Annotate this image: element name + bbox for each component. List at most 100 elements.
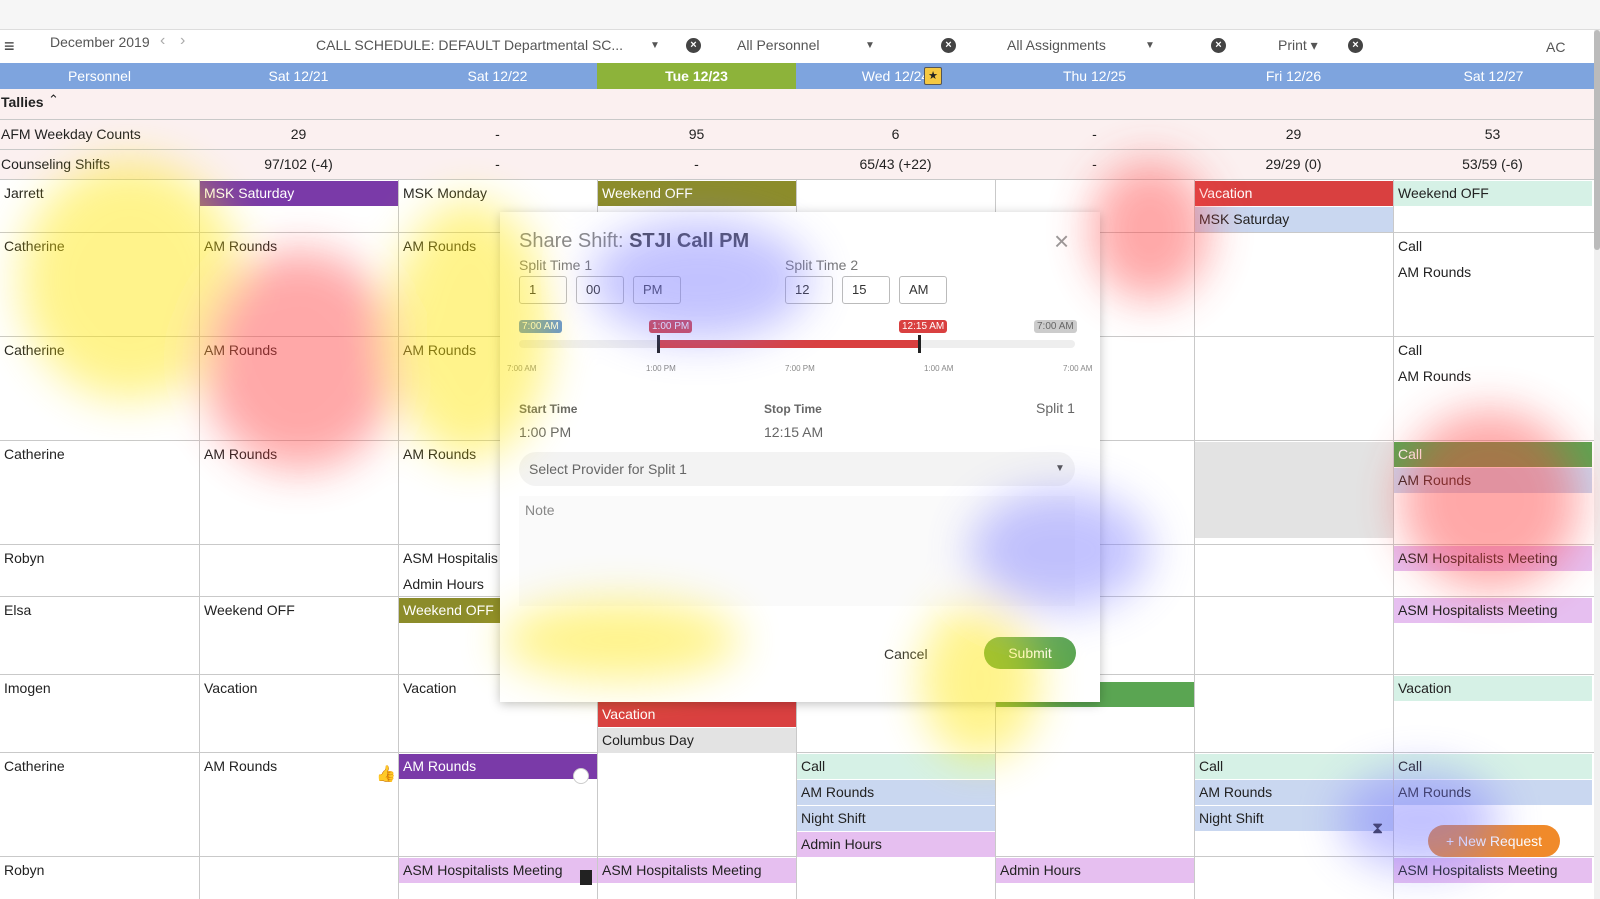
day-column-header[interactable]: Tue 12/23 bbox=[597, 63, 796, 89]
thumbs-up-icon[interactable]: 👍 bbox=[376, 766, 396, 783]
split2-hour-input[interactable]: 12 bbox=[785, 276, 833, 304]
shift-chip[interactable]: Call bbox=[797, 754, 995, 779]
person-name[interactable]: Catherine bbox=[4, 342, 65, 358]
tallies-header[interactable]: Tallies ⌃ bbox=[0, 89, 1594, 119]
shift-chip[interactable]: Vacation bbox=[1394, 676, 1592, 701]
close-icon[interactable]: × bbox=[1054, 226, 1070, 256]
shift-chip[interactable]: Vacation bbox=[403, 680, 457, 696]
person-name[interactable]: Catherine bbox=[4, 238, 65, 254]
shift-chip[interactable]: Weekend OFF bbox=[204, 602, 295, 618]
shift-chip[interactable]: Call bbox=[1195, 754, 1393, 779]
chevron-up-icon[interactable]: ⌃ bbox=[48, 92, 59, 107]
clear-schedule-icon[interactable]: × bbox=[686, 38, 701, 53]
personnel-column-header[interactable]: Personnel bbox=[0, 63, 199, 89]
day-column-header[interactable]: Thu 12/25 bbox=[995, 63, 1194, 89]
grid-divider bbox=[1393, 89, 1394, 899]
personnel-dropdown-icon[interactable]: ▼ bbox=[865, 40, 875, 51]
day-column-header[interactable]: Wed 12/24 bbox=[796, 63, 995, 89]
shift-chip[interactable]: AM Rounds bbox=[399, 754, 597, 779]
chevron-right-icon[interactable]: › bbox=[180, 32, 186, 49]
split1-ampm-select[interactable]: PM bbox=[633, 276, 681, 304]
schedule-dropdown-icon[interactable]: ▼ bbox=[650, 40, 660, 51]
scrollbar-thumb[interactable] bbox=[1594, 30, 1600, 250]
personnel-select[interactable]: All Personnel bbox=[737, 37, 820, 53]
tally-value: 29 bbox=[290, 126, 307, 142]
shift-chip[interactable]: Call bbox=[1398, 342, 1423, 358]
shift-chip[interactable]: Vacation bbox=[598, 702, 796, 727]
shift-chip[interactable]: AM Rounds bbox=[204, 446, 278, 462]
clear-print-icon[interactable]: × bbox=[1348, 38, 1363, 53]
clear-assignments-icon[interactable]: × bbox=[1211, 38, 1226, 53]
shift-chip[interactable]: Call bbox=[1398, 238, 1423, 254]
shift-chip[interactable]: ASM Hospitalis bbox=[403, 550, 498, 566]
chevron-left-icon[interactable]: ‹ bbox=[160, 32, 166, 49]
dialog-title: Share Shift: STJI Call PM bbox=[519, 230, 749, 253]
hourglass-icon[interactable]: ⧗ bbox=[1372, 820, 1384, 837]
split-slider[interactable] bbox=[519, 335, 1075, 353]
assignments-select[interactable]: All Assignments bbox=[1007, 37, 1106, 53]
shift-chip[interactable]: Admin Hours bbox=[797, 832, 995, 857]
schedule-select[interactable]: CALL SCHEDULE: DEFAULT Departmental SC..… bbox=[316, 37, 624, 53]
shift-chip[interactable]: MSK Monday bbox=[403, 185, 488, 201]
submit-button[interactable]: Submit bbox=[984, 637, 1076, 669]
shift-chip[interactable]: AM Rounds bbox=[1398, 368, 1472, 384]
calendar-star-icon[interactable]: ★ bbox=[924, 67, 942, 85]
split2-minute-input[interactable]: 15 bbox=[842, 276, 890, 304]
shift-chip[interactable]: AM Rounds bbox=[1398, 264, 1472, 280]
split1-minute-input[interactable]: 00 bbox=[576, 276, 624, 304]
shift-chip[interactable]: Weekend OFF bbox=[1394, 181, 1592, 206]
shift-chip[interactable]: Admin Hours bbox=[996, 858, 1194, 883]
split1-handle[interactable] bbox=[657, 335, 660, 353]
shift-chip[interactable]: Columbus Day bbox=[598, 728, 796, 753]
day-column-header[interactable]: Sat 12/21 bbox=[199, 63, 398, 89]
person-name[interactable]: Elsa bbox=[4, 602, 32, 618]
person-name[interactable]: Catherine bbox=[4, 758, 65, 774]
shift-chip[interactable]: Night Shift bbox=[1195, 806, 1393, 831]
split1-hour-input[interactable]: 1 bbox=[519, 276, 567, 304]
user-avatar[interactable]: AC bbox=[1546, 39, 1566, 55]
tally-value: - bbox=[495, 126, 500, 142]
shift-chip[interactable]: Weekend OFF bbox=[598, 181, 796, 206]
shift-chip[interactable]: AM Rounds bbox=[1394, 468, 1592, 493]
clear-personnel-icon[interactable]: × bbox=[941, 38, 956, 53]
shift-chip[interactable]: ASM Hospitalists Meeting bbox=[1394, 858, 1592, 883]
person-name[interactable]: Imogen bbox=[4, 680, 51, 696]
shift-chip[interactable]: Vacation bbox=[1195, 181, 1393, 206]
person-name[interactable]: Robyn bbox=[4, 862, 45, 878]
shift-chip[interactable]: Admin Hours bbox=[403, 576, 484, 592]
shift-chip[interactable]: AM Rounds bbox=[204, 758, 278, 774]
shift-chip[interactable]: ASM Hospitalists Meeting bbox=[1394, 598, 1592, 623]
menu-icon[interactable]: ≡ bbox=[4, 36, 15, 56]
assignments-dropdown-icon[interactable]: ▼ bbox=[1145, 40, 1155, 51]
print-button[interactable]: Print ▾ bbox=[1278, 37, 1318, 53]
shift-chip[interactable]: ASM Hospitalists Meeting bbox=[399, 858, 597, 883]
shift-chip[interactable]: AM Rounds bbox=[797, 780, 995, 805]
scrollbar-track[interactable] bbox=[1594, 30, 1600, 899]
shift-chip[interactable]: AM Rounds bbox=[1195, 780, 1393, 805]
shift-chip[interactable]: ASM Hospitalists Meeting bbox=[1394, 546, 1592, 571]
shift-chip[interactable]: ASM Hospitalists Meeting bbox=[598, 858, 796, 883]
day-column-header[interactable]: Fri 12/26 bbox=[1194, 63, 1393, 89]
new-request-button[interactable]: + New Request bbox=[1428, 825, 1560, 857]
person-name[interactable]: Robyn bbox=[4, 550, 45, 566]
note-textarea[interactable]: Note bbox=[519, 496, 1075, 606]
shift-chip[interactable]: AM Rounds bbox=[1394, 780, 1592, 805]
shift-chip[interactable]: Night Shift bbox=[797, 806, 995, 831]
day-column-header[interactable]: Sat 12/27 bbox=[1393, 63, 1594, 89]
trash-icon[interactable] bbox=[580, 870, 592, 885]
day-column-header[interactable]: Sat 12/22 bbox=[398, 63, 597, 89]
split2-handle[interactable] bbox=[918, 335, 922, 353]
person-name[interactable]: Catherine bbox=[4, 446, 65, 462]
shift-chip[interactable]: MSK Saturday bbox=[200, 181, 398, 206]
split2-ampm-select[interactable]: AM bbox=[899, 276, 947, 304]
shift-chip[interactable]: Call bbox=[1394, 754, 1592, 779]
shift-chip[interactable]: Vacation bbox=[204, 680, 258, 696]
person-name[interactable]: Jarrett bbox=[4, 185, 44, 201]
shift-chip[interactable]: MSK Saturday bbox=[1195, 207, 1393, 232]
shield-icon[interactable] bbox=[573, 768, 589, 784]
provider-select[interactable]: Select Provider for Split 1 ▼ bbox=[519, 452, 1075, 486]
shift-chip[interactable]: Call bbox=[1394, 442, 1592, 467]
shift-chip[interactable]: AM Rounds bbox=[204, 238, 278, 254]
shift-chip[interactable]: AM Rounds bbox=[204, 342, 278, 358]
cancel-button[interactable]: Cancel bbox=[884, 646, 928, 662]
